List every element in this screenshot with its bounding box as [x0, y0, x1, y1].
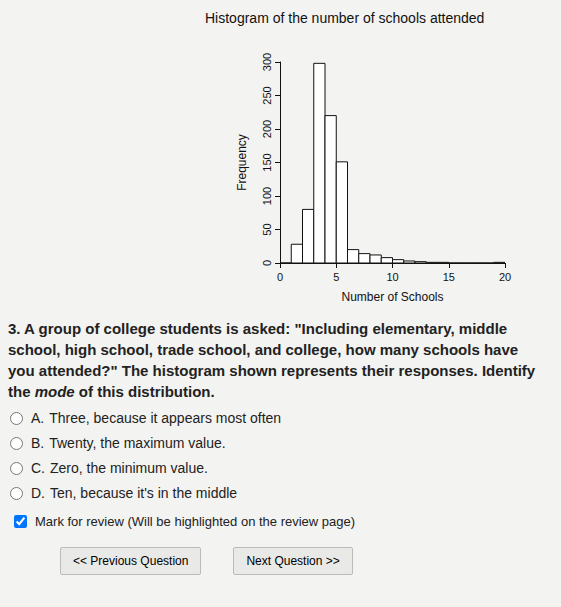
svg-text:0: 0 — [261, 260, 273, 266]
svg-text:15: 15 — [443, 271, 455, 283]
svg-text:300: 300 — [261, 53, 273, 71]
svg-text:Frequency: Frequency — [235, 134, 249, 191]
svg-text:5: 5 — [333, 271, 339, 283]
svg-text:Histogram of the number of sch: Histogram of the number of schools atten… — [205, 10, 484, 26]
svg-text:100: 100 — [261, 187, 273, 205]
svg-text:150: 150 — [261, 153, 273, 171]
html-text:3. A group of college students: 3. A group of college students is asked:… — [8, 320, 536, 400]
html-text:B. Twenty, the maximum value.: B. Twenty, the maximum value. — [31, 435, 226, 451]
html-text:C. Zero, the minimum value.: C. Zero, the minimum value. — [31, 460, 208, 476]
svg-text:200: 200 — [261, 120, 273, 138]
html-text:D. Ten, because it's in the mi: D. Ten, because it's in the middle — [31, 485, 238, 501]
html-text:Mark for review (Will be highl: Mark for review (Will be highlighted on … — [35, 514, 356, 529]
svg-text:250: 250 — [261, 86, 273, 104]
svg-text:0: 0 — [277, 271, 283, 283]
html-text:<< Previous Question: << Previous Question — [73, 554, 189, 568]
svg-text:50: 50 — [261, 223, 273, 235]
svg-text:10: 10 — [386, 271, 398, 283]
svg-text:Number of Schools: Number of Schools — [341, 290, 443, 304]
html-text:Next Question >>: Next Question >> — [246, 554, 340, 568]
svg-text:20: 20 — [499, 271, 511, 283]
html-text:A. Three, because it appears m: A. Three, because it appears most often — [31, 410, 282, 426]
